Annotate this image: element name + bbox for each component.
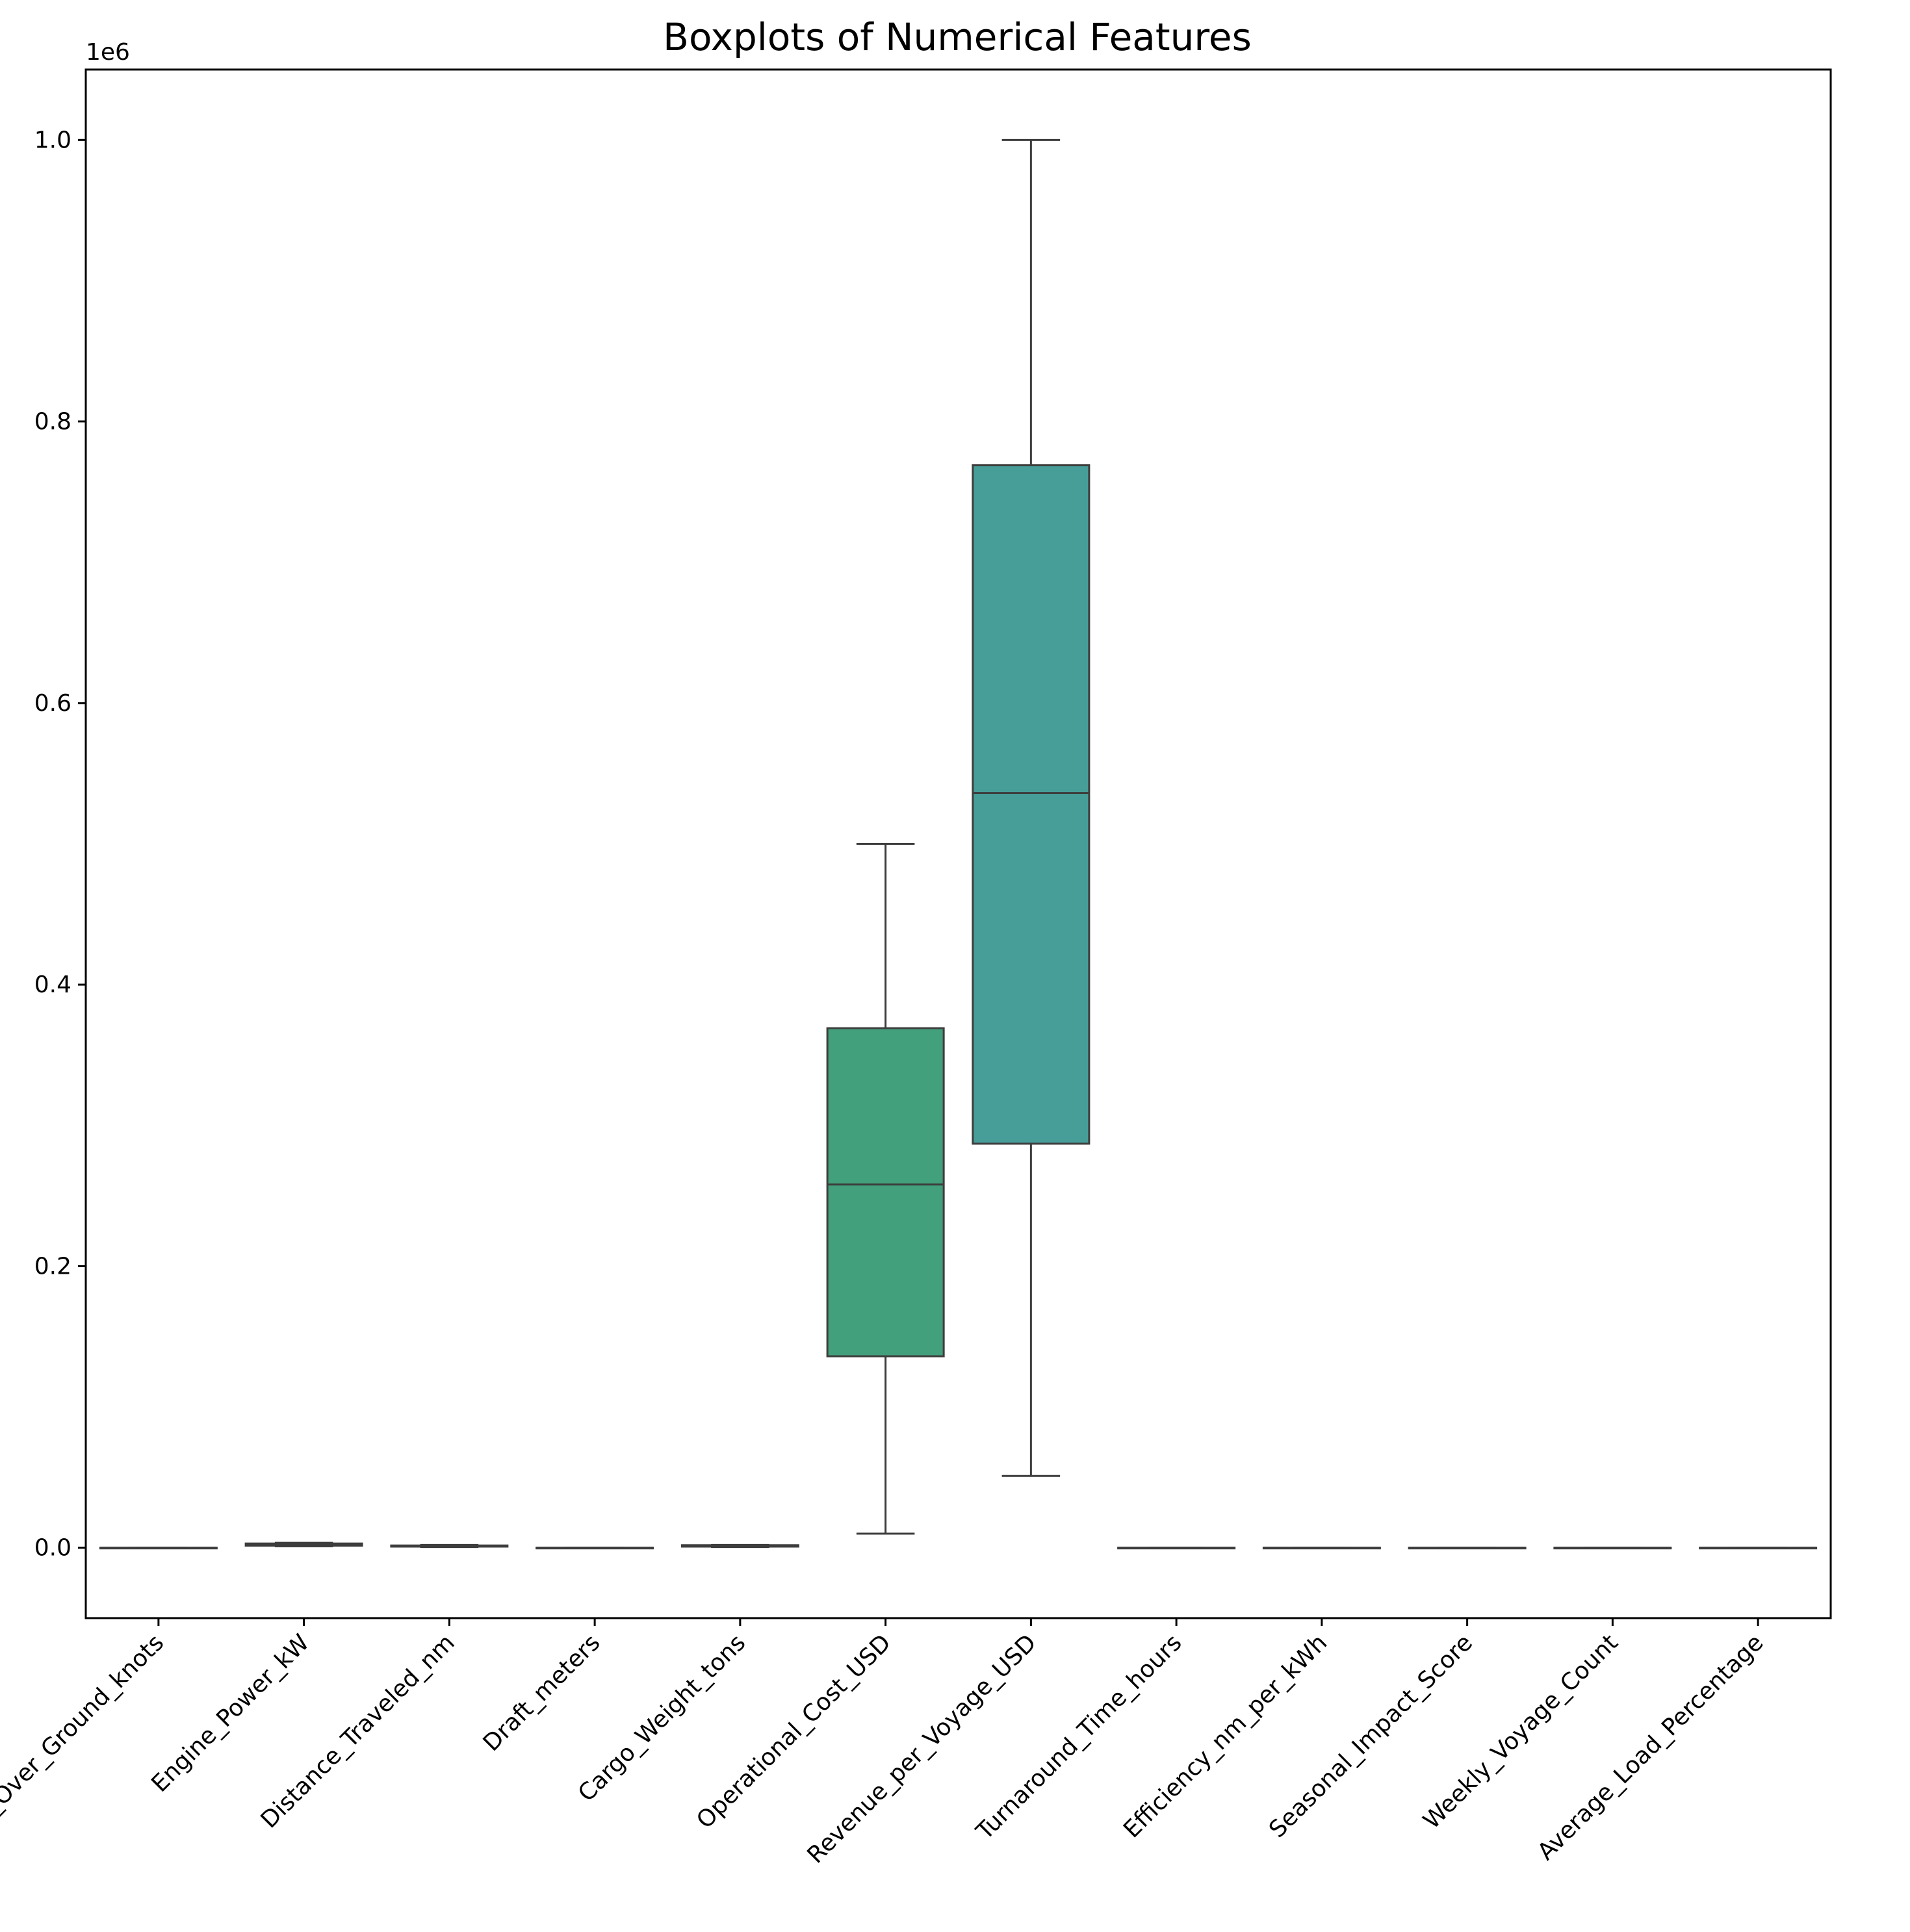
box-3 [390, 1543, 509, 1549]
box-5 [680, 1543, 799, 1549]
axes-frame [84, 68, 1832, 1619]
y-tick-label: 1.0 [34, 127, 71, 153]
box-6 [826, 843, 945, 1535]
box-10 [1408, 1547, 1527, 1550]
box-body [826, 1027, 945, 1358]
x-tick-label: Average_Load_Percentage [1532, 1629, 1768, 1865]
x-tick-label: Revenue_per_Voyage_USD [803, 1629, 1042, 1868]
box-2 [244, 1541, 363, 1548]
box-4 [536, 1547, 654, 1550]
box-8 [1117, 1547, 1236, 1550]
box-11 [1553, 1547, 1672, 1550]
box-7 [972, 138, 1091, 1477]
y-tick-label: 0.0 [34, 1535, 71, 1562]
y-tick-label: 0.6 [34, 690, 71, 717]
box-9 [1262, 1547, 1381, 1550]
y-axis-offset-label: 1e6 [86, 39, 130, 66]
y-tick-label: 0.2 [34, 1253, 71, 1280]
y-tick-label: 0.8 [34, 409, 71, 435]
y-tick-label: 0.4 [34, 972, 71, 998]
x-tick-label: Speed_Over_Ground_knots [0, 1629, 169, 1871]
plot-area: 0.0 0.2 0.4 0.6 0.8 1.0 Speed_Over_Ground_knot… [0, 68, 1832, 1871]
x-tick-label: Engine_Power_kW [146, 1629, 315, 1797]
box-12 [1699, 1547, 1818, 1550]
box-1 [99, 1547, 218, 1550]
x-tick-label: Draft_meters [478, 1629, 606, 1757]
box-body [972, 464, 1091, 1145]
chart-title: Boxplots of Numerical Features [663, 15, 1252, 59]
x-tick-label: Cargo_Weight_tons [573, 1629, 751, 1807]
